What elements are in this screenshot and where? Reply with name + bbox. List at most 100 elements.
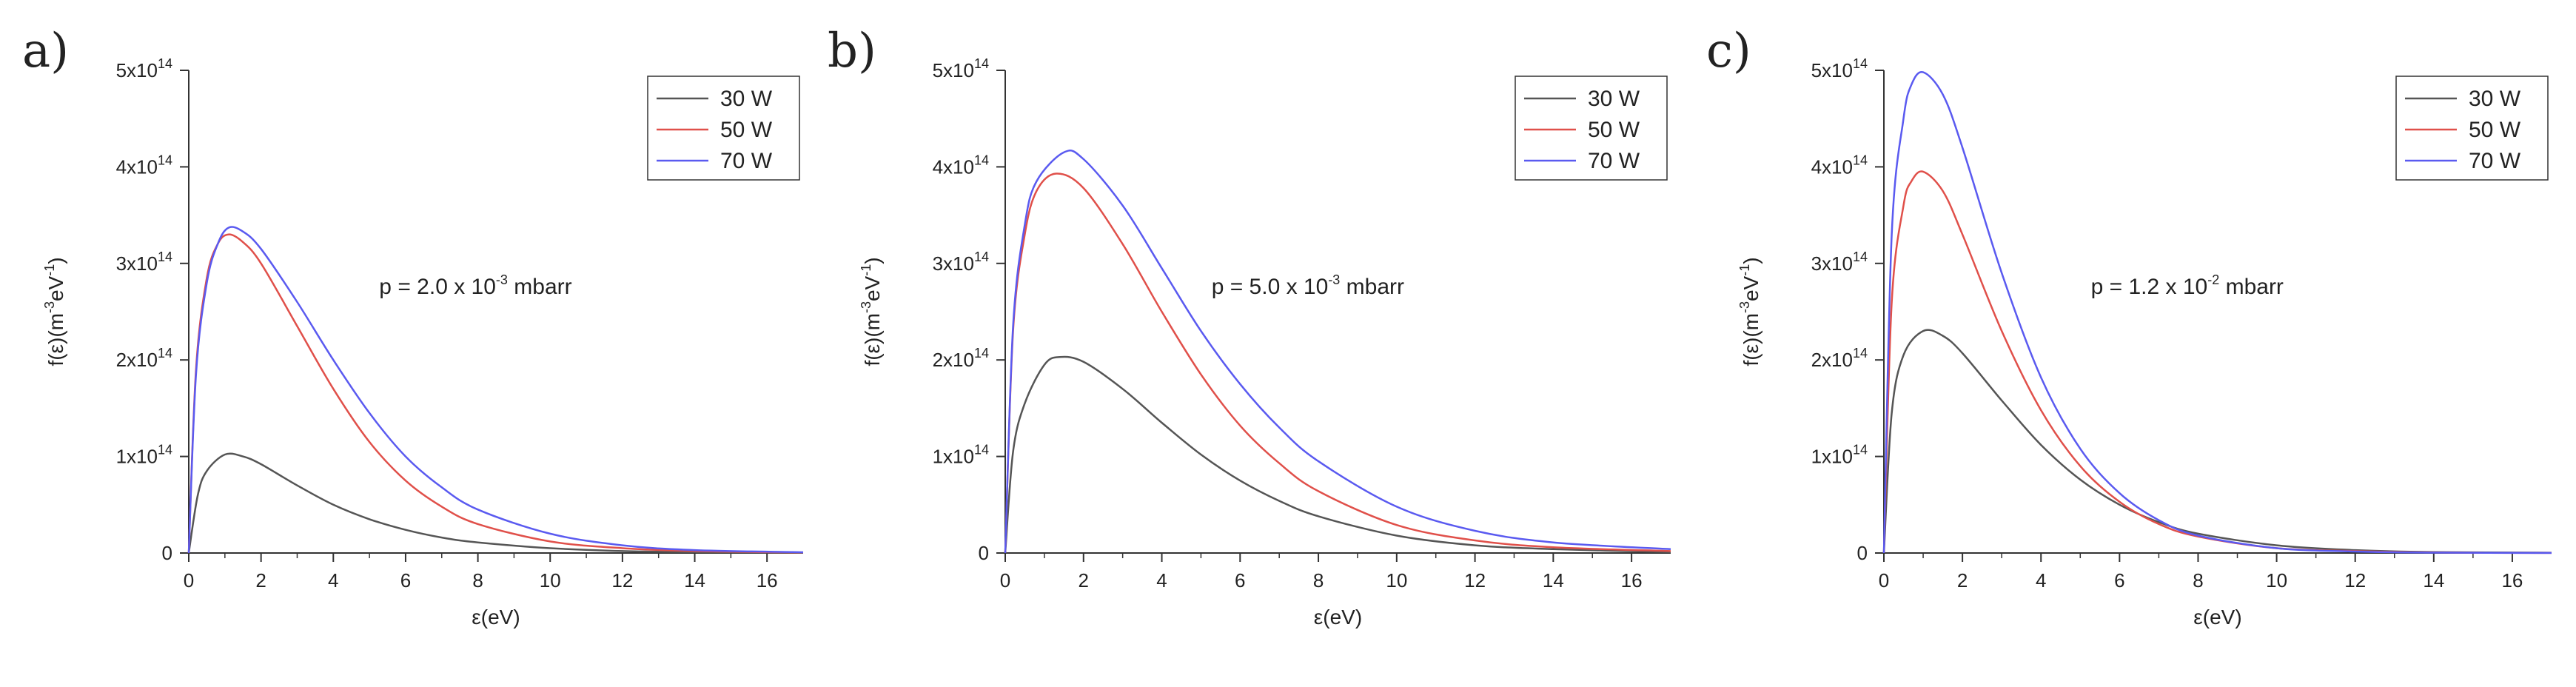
x-tick-label: 10	[2266, 569, 2287, 592]
y-axis-label: f(ε)(m-3eV-1)	[859, 257, 884, 366]
x-tick-label: 6	[400, 569, 411, 592]
y-tick-mantissa: 4x10	[1811, 155, 1853, 178]
y-tick-mantissa: 5x10	[933, 59, 974, 81]
pressure-annotation: p = 5.0 x 10-3 mbarr	[1212, 272, 1404, 299]
y-tick-label: 1x1014	[933, 443, 989, 468]
x-tick-label: 12	[611, 569, 633, 592]
y-tick-mantissa: 4x10	[933, 155, 974, 178]
legend-label: 50 W	[1588, 118, 1640, 142]
y-axis-label: f(ε)(m-3eV-1)	[42, 257, 67, 366]
chart-panel-1: a)0 2 4 6 8 10 12 14 1601x10142x10143x10144x1014…	[22, 24, 804, 629]
y-label-exp2: -1	[1737, 264, 1752, 276]
y-tick-label: 3x1014	[116, 249, 172, 275]
x-tick-label: 2	[1079, 569, 1089, 592]
y-tick-mantissa: 1x10	[1811, 446, 1853, 468]
annotation-suffix: mbarr	[1340, 275, 1404, 299]
annotation-prefix: p = 1.2 x 10	[2091, 275, 2208, 299]
y-tick-label: 0	[162, 542, 172, 564]
x-tick-label: 12	[2344, 569, 2366, 592]
y-tick-exponent: 14	[158, 56, 172, 71]
x-tick-label: 14	[684, 569, 705, 592]
x-tick-label: 6	[2114, 569, 2124, 592]
y-tick-label: 2x1014	[116, 346, 172, 371]
y-tick-exponent: 14	[974, 153, 989, 167]
y-tick-exponent: 14	[158, 153, 172, 167]
y-tick-mantissa: 2x10	[933, 349, 974, 371]
y-tick-mantissa: 3x10	[116, 252, 158, 275]
series-line-30-w	[1004, 355, 1671, 554]
y-label-mid: eV	[44, 275, 67, 301]
y-tick-mantissa: 0	[162, 542, 172, 564]
x-tick-label: 0	[1000, 569, 1010, 592]
y-tick-mantissa: 4x10	[116, 155, 158, 178]
y-label-mid: eV	[861, 275, 884, 301]
y-tick-mantissa: 1x10	[933, 446, 974, 468]
y-tick-exponent: 14	[1853, 443, 1868, 458]
y-tick-mantissa: 0	[979, 542, 989, 564]
y-tick-label: 5x1014	[116, 56, 172, 81]
series-line-30-w	[187, 452, 804, 554]
annotation-prefix: p = 2.0 x 10	[379, 275, 496, 299]
x-tick-label: 6	[1235, 569, 1245, 592]
pressure-annotation: p = 1.2 x 10-2 mbarr	[2091, 272, 2284, 299]
legend-label: 50 W	[2469, 118, 2521, 142]
x-tick-label: 4	[2036, 569, 2046, 592]
y-label-end: )	[44, 257, 67, 264]
annotation-exponent: -3	[1328, 272, 1340, 287]
y-label-end: )	[861, 257, 884, 264]
x-tick-label: 10	[540, 569, 561, 592]
y-axis-label: f(ε)(m-3eV-1)	[1737, 257, 1762, 366]
y-tick-exponent: 14	[158, 346, 172, 361]
x-tick-label: 8	[2193, 569, 2203, 592]
series-line-50-w	[1882, 170, 2552, 554]
annotation-suffix: mbarr	[508, 275, 572, 299]
y-label-base: f(ε)(m	[44, 313, 67, 366]
annotation-exponent: -2	[2207, 272, 2219, 287]
x-tick-label: 12	[1464, 569, 1486, 592]
y-tick-mantissa: 3x10	[1811, 252, 1853, 275]
series-line-70-w	[1004, 150, 1671, 554]
x-tick-label: 0	[1879, 569, 1889, 592]
chart-panel-2: b)0 2 4 6 8 10 12 14 1601x10142x10143x10144x1014…	[828, 24, 1671, 629]
y-tick-label: 3x1014	[933, 249, 989, 275]
series-line-50-w	[1004, 172, 1671, 554]
panel-letter: c)	[1706, 24, 1751, 78]
y-label-exp2: -1	[859, 264, 873, 276]
y-label-end: )	[1740, 257, 1762, 264]
legend-label: 30 W	[720, 87, 773, 111]
x-tick-label: 16	[1621, 569, 1643, 592]
legend: 30 W 50 W 70 W	[1515, 76, 1668, 181]
legend-box	[1515, 76, 1668, 181]
y-tick-mantissa: 3x10	[933, 252, 974, 275]
panel-letter: b)	[828, 24, 876, 78]
legend-label: 30 W	[2469, 87, 2521, 111]
y-tick-exponent: 14	[158, 443, 172, 458]
y-tick-exponent: 14	[1853, 153, 1868, 167]
legend-box	[2395, 76, 2549, 181]
y-tick-label: 4x1014	[116, 153, 172, 178]
y-tick-mantissa: 0	[1857, 542, 1868, 564]
annotation-exponent: -3	[496, 272, 508, 287]
legend-label: 30 W	[1588, 87, 1640, 111]
y-tick-label: 4x1014	[1811, 153, 1868, 178]
y-tick-label: 0	[979, 542, 989, 564]
x-axis-label: ε(eV)	[2193, 606, 2241, 629]
x-tick-label: 14	[1543, 569, 1564, 592]
y-tick-mantissa: 1x10	[116, 446, 158, 468]
chart-panel-3: c)0 2 4 6 8 10 12 14 1601x10142x10143x10144x1014…	[1706, 24, 2552, 629]
x-tick-label: 2	[255, 569, 266, 592]
y-tick-exponent: 14	[974, 346, 989, 361]
x-tick-label: 16	[757, 569, 778, 592]
x-tick-label: 0	[184, 569, 194, 592]
y-tick-mantissa: 5x10	[116, 59, 158, 81]
y-tick-label: 1x1014	[116, 443, 172, 468]
pressure-annotation: p = 2.0 x 10-3 mbarr	[379, 272, 571, 299]
y-label-exp2: -1	[42, 264, 57, 276]
y-tick-exponent: 14	[1853, 346, 1868, 361]
annotation-prefix: p = 5.0 x 10	[1212, 275, 1329, 299]
legend-label: 70 W	[1588, 149, 1640, 173]
series-line-30-w	[1882, 329, 2552, 554]
x-tick-label: 2	[1957, 569, 1968, 592]
y-tick-label: 5x1014	[1811, 56, 1868, 81]
y-label-exp1: -3	[42, 301, 57, 313]
